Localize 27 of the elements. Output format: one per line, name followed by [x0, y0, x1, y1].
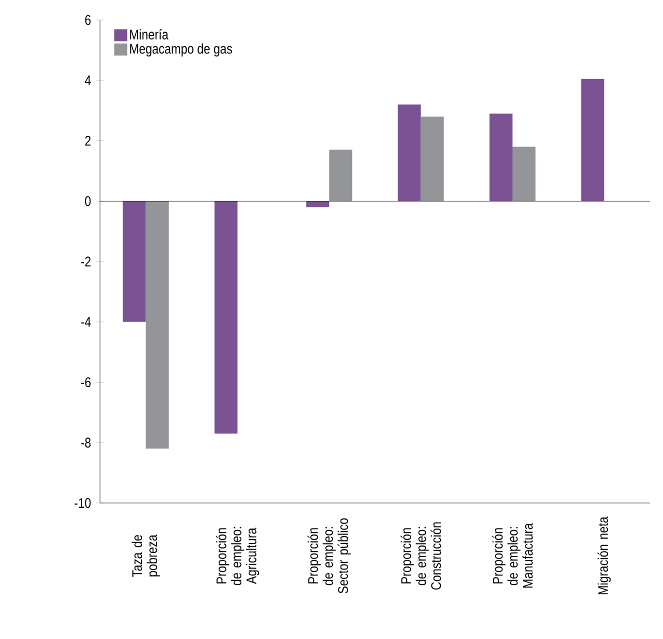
- y-tick-label: 4: [84, 76, 91, 86]
- bar: [490, 114, 513, 202]
- bar: [306, 201, 330, 208]
- legend-label: Minería: [130, 29, 168, 40]
- y-tick-label: -10: [74, 498, 91, 508]
- x-tick-label: Proporción de empleo: Construcción: [400, 522, 442, 590]
- x-tick-label: Proporción de empleo: Agricultura: [216, 527, 260, 586]
- bar: [512, 146, 536, 202]
- y-tick-label: -8: [81, 438, 91, 448]
- y-tick-label: 0: [85, 196, 91, 206]
- y-tick-label: 2: [85, 136, 91, 146]
- bar: [581, 78, 604, 202]
- y-tick-label: 6: [85, 15, 91, 25]
- bar: [146, 201, 169, 449]
- y-tick-label: -6: [81, 377, 91, 388]
- x-tick-label: Taza de pobreza: [132, 534, 160, 577]
- bar: [329, 150, 352, 202]
- x-tick-label: Proporción de empleo: Sector público: [308, 518, 351, 594]
- y-tick-label: -2: [81, 256, 91, 266]
- bar: [214, 201, 238, 434]
- x-tick-label: Proporción de empleo: Manufactura: [492, 523, 533, 588]
- bar: [398, 104, 421, 202]
- x-tick-label: Migración neta: [598, 516, 611, 594]
- y-tick-label: -4: [81, 317, 91, 327]
- bar: [420, 116, 444, 202]
- bar: [122, 201, 146, 322]
- legend-label: Megacampo de gas: [130, 43, 232, 56]
